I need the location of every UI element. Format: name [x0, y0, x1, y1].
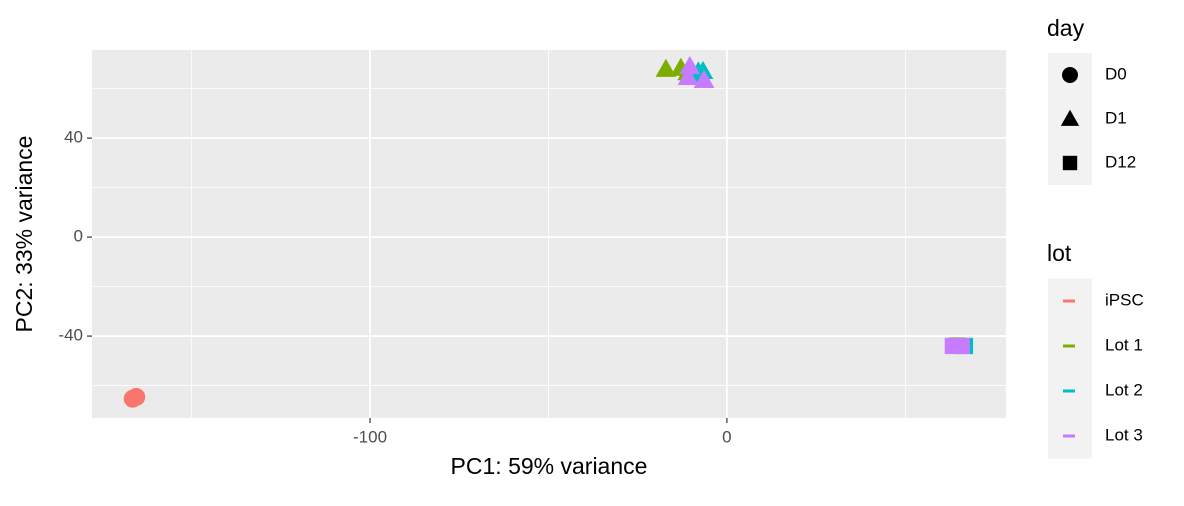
legend-label: D12 [1105, 152, 1136, 171]
point [679, 55, 701, 75]
y-tick-label: 0 [74, 227, 83, 246]
x-tick-label: -100 [353, 427, 387, 446]
legend-label: Lot 1 [1105, 335, 1143, 354]
y-tick-label: 40 [64, 128, 83, 147]
legend-title: lot [1047, 240, 1072, 266]
point [655, 58, 677, 77]
legend-label: D1 [1105, 108, 1127, 127]
point [693, 69, 715, 88]
legend-marker [1060, 109, 1080, 126]
legend-title: day [1047, 15, 1085, 41]
x-axis-title: PC1: 59% variance [451, 453, 648, 479]
legend-marker [1062, 155, 1078, 171]
legend-marker [1062, 67, 1078, 83]
x-tick-label: 0 [722, 427, 731, 446]
point [127, 387, 146, 406]
legend-label: iPSC [1105, 290, 1144, 309]
grid [92, 50, 1006, 418]
legend-label: Lot 3 [1105, 425, 1143, 444]
y-tick-label: -40 [58, 326, 83, 345]
legend-label: D0 [1105, 64, 1127, 83]
legend-label: Lot 2 [1105, 380, 1143, 399]
points [123, 55, 974, 408]
point [953, 337, 970, 355]
y-axis-title: PC2: 33% variance [11, 136, 37, 333]
point [677, 66, 699, 85]
plot-panel [92, 50, 1006, 418]
